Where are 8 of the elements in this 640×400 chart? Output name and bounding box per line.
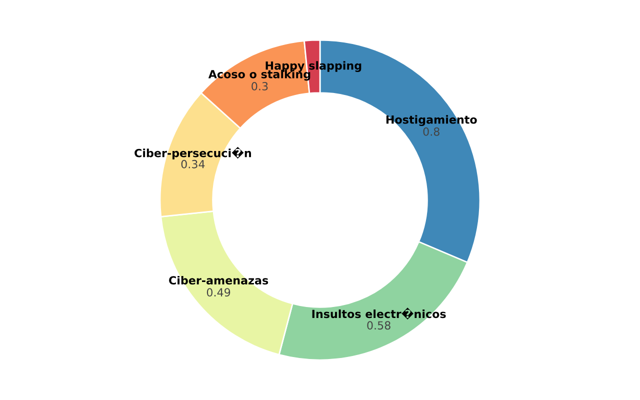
data-label: 0.49 xyxy=(206,288,230,297)
slice-label: Ciber-persecuci�n xyxy=(134,146,251,160)
data-label: 0.8 xyxy=(423,127,440,136)
data-label: 0.34 xyxy=(181,160,205,168)
data-label: 0.3 xyxy=(252,82,268,90)
data-label: 0.58 xyxy=(367,321,390,330)
slice-label: Insultos electr�nicos xyxy=(312,308,446,320)
slice-label: Ciber-amenazas xyxy=(169,276,268,285)
